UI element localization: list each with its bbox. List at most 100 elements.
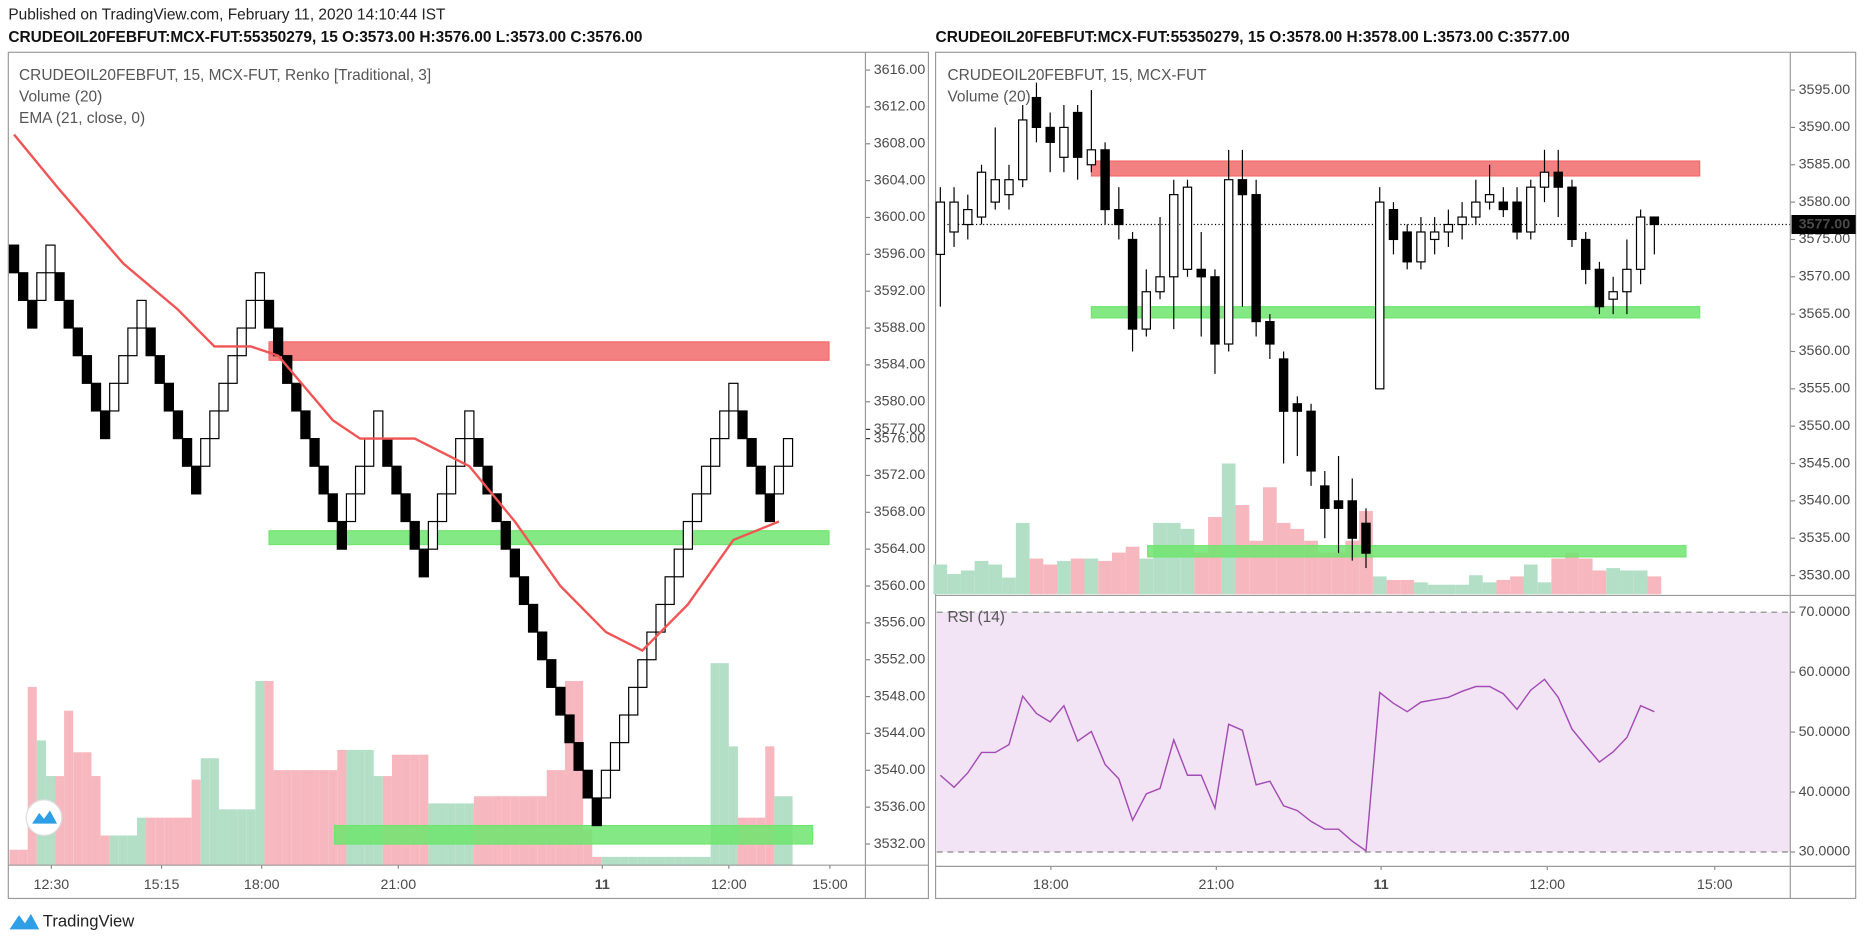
volume-bar	[191, 779, 201, 866]
renko-brick	[109, 382, 120, 412]
y-tick-label: 3585.00	[1799, 157, 1851, 173]
volume-bar	[1290, 528, 1305, 595]
candle-body	[1237, 179, 1248, 196]
volume-bar	[209, 758, 219, 866]
renko-brick	[72, 327, 83, 357]
volume-bar	[1468, 575, 1483, 595]
volume-bar	[218, 809, 229, 866]
candle-body	[1635, 216, 1646, 270]
renko-brick	[391, 465, 402, 495]
renko-brick	[218, 382, 229, 412]
y-tick-label: 3604.00	[874, 172, 926, 188]
renko-brick	[673, 548, 684, 578]
candle-body	[1471, 201, 1481, 218]
volume-bar	[1551, 558, 1566, 595]
rsi-y-tick-label: 70.0000	[1799, 604, 1851, 620]
candle-body	[1580, 238, 1591, 270]
renko-brick	[272, 327, 284, 357]
volume-bar	[273, 770, 283, 866]
x-tick-label: 12:00	[711, 877, 747, 893]
volume-bar	[1015, 522, 1030, 595]
volume-bar	[1578, 558, 1593, 595]
candle-body	[1484, 194, 1495, 203]
candle-body	[1004, 179, 1014, 196]
y-tick-label: 3540.00	[874, 762, 926, 778]
volume-bar	[328, 770, 338, 866]
candle-body	[1031, 96, 1042, 129]
volume-bar	[592, 856, 602, 866]
volume-bar	[1510, 576, 1524, 595]
renko-brick	[364, 438, 375, 467]
volume-bar	[1221, 463, 1236, 595]
renko-brick	[263, 299, 275, 329]
volume-bar	[665, 856, 675, 866]
rsi-y-tick-label: 40.0000	[1799, 784, 1851, 800]
candle-body	[1320, 485, 1330, 509]
y-tick-label: 3564.00	[874, 541, 926, 557]
y-tick-label: 3544.00	[874, 725, 926, 741]
volume-bar	[601, 856, 611, 866]
renko-brick	[591, 797, 602, 827]
y-tick-label: 3608.00	[874, 136, 926, 152]
volume-bar	[1455, 584, 1469, 595]
volume-bar	[1620, 570, 1634, 595]
volume-bar	[646, 856, 657, 866]
volume-bar	[1180, 528, 1195, 595]
renko-brick	[473, 438, 484, 467]
y-tick-label: 3548.00	[874, 688, 926, 704]
candle-body	[1608, 291, 1618, 300]
volume-bar	[1372, 576, 1387, 595]
volume-bar	[683, 856, 693, 866]
renko-brick	[318, 465, 329, 495]
rsi-y-tick-label: 60.0000	[1799, 664, 1851, 680]
zone	[1090, 160, 1701, 177]
renko-brick	[181, 438, 193, 467]
volume-bar	[1482, 582, 1497, 595]
renko-brick	[45, 244, 56, 274]
renko-brick	[291, 382, 302, 412]
volume-bar	[656, 856, 666, 866]
volume-bar	[564, 680, 575, 866]
renko-brick	[373, 410, 384, 440]
brand: TradingView	[43, 912, 135, 931]
volume-bar	[73, 752, 83, 866]
renko-brick	[8, 244, 20, 274]
volume-bar	[1043, 564, 1058, 595]
renko-brick	[637, 659, 648, 688]
y-tick-label: 3560.00	[1799, 343, 1851, 359]
renko-brick	[27, 299, 38, 329]
candle-body	[1361, 522, 1371, 554]
volume-bar	[1606, 568, 1621, 595]
volume-bar	[1523, 564, 1538, 595]
renko-brick	[728, 382, 739, 412]
x-tick-label: 18:00	[1033, 877, 1069, 893]
volume-bar	[355, 749, 365, 866]
x-tick-label: 15:00	[812, 877, 848, 893]
renko-brick	[609, 742, 621, 771]
renko-brick	[464, 410, 475, 440]
y-tick-label: 3532.00	[874, 836, 926, 852]
renko-brick	[209, 410, 220, 440]
volume-bar	[100, 835, 110, 866]
renko-brick	[136, 299, 147, 329]
volume-bar	[1647, 576, 1662, 595]
candle-body	[1402, 231, 1412, 263]
volume-bar	[1057, 560, 1071, 595]
volume-bar	[264, 680, 274, 866]
volume-bar	[1441, 584, 1456, 595]
candle-body	[1457, 216, 1467, 226]
candle-body	[1045, 126, 1055, 143]
renko-brick	[664, 576, 675, 606]
candle-body	[1265, 321, 1275, 345]
zone	[268, 341, 830, 361]
volume-bar	[1111, 552, 1126, 595]
y-tick-label: 3535.00	[1799, 530, 1851, 546]
volume-bar	[1029, 558, 1044, 595]
volume-bar	[1496, 579, 1511, 595]
volume-bar	[1386, 579, 1401, 595]
y-tick-label: 3590.00	[1799, 119, 1851, 135]
candle-body	[1567, 186, 1577, 241]
volume-bar	[9, 849, 19, 866]
candle-body	[1622, 268, 1632, 293]
